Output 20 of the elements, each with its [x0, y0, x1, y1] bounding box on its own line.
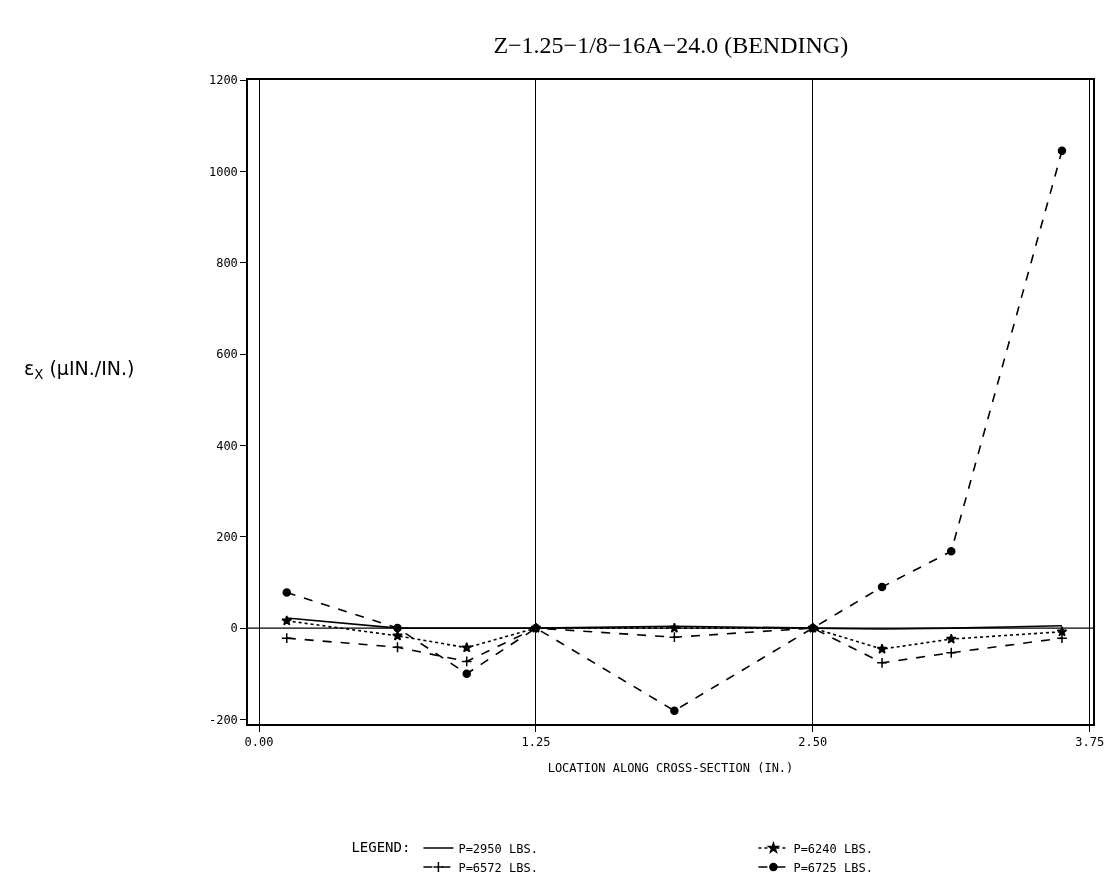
- x-tick-label: 1.25: [521, 735, 551, 750]
- legend-label: P=2950 LBS.: [458, 841, 538, 856]
- y-tick-label: -200: [208, 712, 238, 727]
- x-axis-title: LOCATION ALONG CROSS-SECTION (IN.): [547, 760, 794, 775]
- legend-label: P=6572 LBS.: [458, 860, 538, 875]
- y-tick-label: 800: [216, 255, 238, 270]
- y-tick-label: 600: [216, 347, 238, 362]
- y-tick-label: 1000: [208, 164, 238, 179]
- y-tick-label: 0: [230, 621, 238, 636]
- x-tick-label: 3.75: [1075, 735, 1105, 750]
- legend-label: P=6240 LBS.: [793, 841, 873, 856]
- y-tick-label: 200: [216, 529, 238, 544]
- chart-title: Z−1.25−1/8−16A−24.0 (BENDING): [493, 31, 849, 58]
- legend-title: LEGEND:: [351, 838, 411, 855]
- x-tick-label: 2.50: [798, 735, 828, 750]
- y-tick-label: 400: [216, 438, 238, 453]
- legend-label: P=6725 LBS.: [793, 860, 873, 875]
- y-axis-title: ε$_{X}$ (μIN./IN.): [24, 357, 135, 382]
- x-tick-label: 0.00: [244, 735, 274, 750]
- y-tick-label: 1200: [208, 73, 238, 88]
